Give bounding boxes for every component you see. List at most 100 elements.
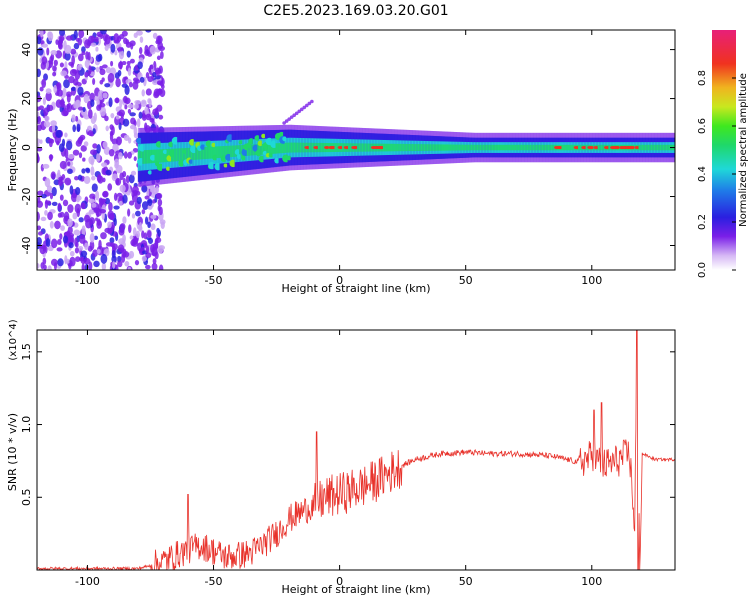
heatmap-cell: [45, 238, 51, 247]
heatmap-cell: [80, 145, 87, 152]
heatmap-cell: [96, 152, 101, 162]
heatmap-cell: [387, 143, 391, 152]
heatmap-cell: [146, 230, 152, 238]
heatmap-cell: [283, 142, 287, 154]
heatmap-cell: [570, 144, 574, 151]
heatmap-cell: [664, 144, 668, 151]
heatmap-cell: [499, 144, 503, 151]
heatmap-cell: [360, 143, 364, 152]
heatmap-cell: [342, 143, 346, 152]
heatmap-cell: [517, 144, 521, 151]
heatmap-cell: [522, 144, 526, 151]
heatmap-cell: [292, 113, 297, 118]
heatmap-cell: [152, 71, 157, 78]
heatmap-cell: [59, 62, 64, 68]
heatmap-cell: [198, 147, 202, 160]
heatmap-cell: [44, 115, 50, 122]
heatmap-cell: [364, 143, 368, 152]
heatmap-cell: [145, 245, 150, 254]
heatmap-cell: [485, 144, 489, 151]
heatmap-cell: [133, 156, 137, 162]
spectrogram-x-axis-label: Height of straight line (km): [281, 282, 430, 295]
heatmap-cell: [98, 197, 104, 204]
heatmap-cell: [537, 144, 541, 151]
heatmap-cell: [411, 144, 415, 152]
heatmap-cell: [93, 112, 97, 122]
heatmap-cell: [99, 106, 107, 117]
heatmap-cell: [297, 109, 302, 114]
heatmap-cell: [81, 263, 85, 270]
heatmap-cell: [490, 144, 494, 151]
heatmap-cell: [514, 144, 518, 151]
heatmap-cell: [573, 145, 580, 150]
heatmap-cell: [644, 144, 648, 151]
heatmap-cell: [614, 145, 621, 150]
heatmap-cell: [305, 103, 309, 108]
heatmap-cell: [74, 115, 79, 122]
heatmap-cell: [128, 81, 133, 88]
heatmap-cell: [205, 146, 209, 159]
heatmap-cell: [284, 142, 288, 153]
heatmap-cell: [634, 145, 641, 150]
heatmap-cell: [44, 209, 48, 216]
heatmap-cell: [289, 142, 293, 153]
heatmap-cell: [231, 145, 235, 157]
heatmap-cell: [111, 243, 118, 251]
heatmap-cell: [104, 44, 109, 52]
heatmap-cell: [127, 108, 132, 114]
heatmap-cell: [429, 144, 433, 151]
heatmap-cell: [519, 144, 523, 151]
heatmap-cell: [119, 223, 126, 231]
heatmap-cell: [37, 153, 40, 163]
heatmap-cell: [131, 193, 138, 203]
x-tick-label: 50: [459, 274, 473, 287]
heatmap-cell: [63, 79, 70, 89]
heatmap-cell: [101, 64, 108, 69]
heatmap-cell: [538, 144, 542, 151]
heatmap-cell: [84, 242, 89, 251]
heatmap-cell: [138, 222, 143, 231]
heatmap-cell: [65, 140, 73, 151]
heatmap-cell: [155, 185, 160, 194]
heatmap-cell: [145, 150, 149, 164]
heatmap-cell: [139, 76, 145, 83]
heatmap-cell: [77, 64, 82, 71]
heatmap-cell: [81, 225, 86, 236]
heatmap-cell: [147, 198, 153, 207]
heatmap-cell: [443, 144, 447, 151]
heatmap-cell: [652, 144, 656, 151]
heatmap-cell: [59, 233, 63, 240]
y-tick-label: 0.5: [20, 489, 33, 507]
x-tick-label: -50: [205, 575, 223, 588]
heatmap-cell: [80, 250, 88, 258]
heatmap-cell: [82, 157, 86, 162]
heatmap-cell: [228, 145, 232, 158]
heatmap-cell: [302, 142, 306, 153]
heatmap-cell: [451, 144, 455, 151]
heatmap-cell: [88, 65, 92, 75]
heatmap-cell: [111, 255, 117, 263]
heatmap-cell: [236, 154, 242, 160]
colorbar-gradient: [712, 30, 736, 270]
heatmap-cell: [389, 143, 393, 152]
heatmap-cell: [269, 143, 273, 155]
heatmap-cell: [90, 166, 95, 176]
heatmap-cell: [37, 147, 43, 152]
heatmap-cell: [225, 145, 229, 158]
heatmap-cell: [494, 144, 498, 151]
heatmap-cell: [68, 61, 74, 66]
heatmap-cell: [366, 143, 370, 152]
heatmap-cell: [275, 143, 279, 154]
x-tick-label: 100: [581, 575, 602, 588]
heatmap-cell: [37, 225, 42, 231]
heatmap-cell: [63, 211, 70, 222]
heatmap-cell: [165, 166, 171, 171]
heatmap-cell: [114, 49, 118, 56]
y-tick-label: 1.0: [20, 416, 33, 434]
heatmap-cell: [49, 192, 54, 200]
heatmap-cell: [91, 175, 96, 181]
heatmap-cell: [50, 50, 58, 56]
heatmap-cell: [52, 65, 57, 72]
heatmap-cell: [294, 111, 299, 116]
heatmap-cell: [162, 149, 166, 163]
